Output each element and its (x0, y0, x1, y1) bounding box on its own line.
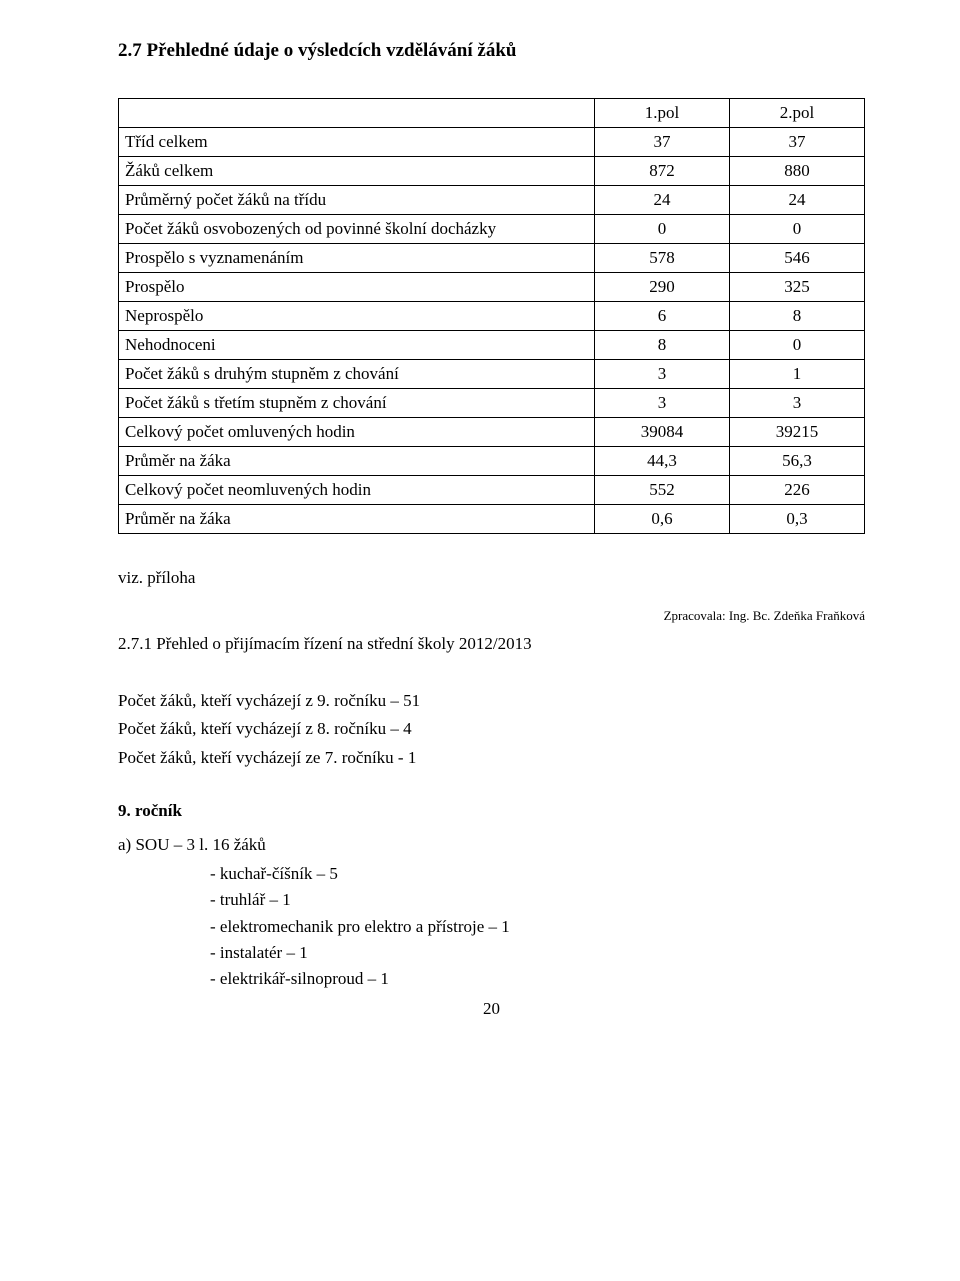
table-row-label: Průměr na žáka (119, 505, 595, 534)
table-row-label: Prospělo s vyznamenáním (119, 244, 595, 273)
table-row-label: Celkový počet omluvených hodin (119, 418, 595, 447)
table-cell: 0 (730, 215, 865, 244)
author-credit: Zpracovala: Ing. Bc. Zdeňka Fraňková (118, 608, 865, 624)
table-row-label: Průměr na žáka (119, 447, 595, 476)
table-row-label: Žáků celkem (119, 157, 595, 186)
table-header-blank (119, 99, 595, 128)
list-item: - elektromechanik pro elektro a přístroj… (210, 914, 865, 940)
table-row-label: Počet žáků s třetím stupněm z chování (119, 389, 595, 418)
table-row-label: Průměrný počet žáků na třídu (119, 186, 595, 215)
table-col-header: 2.pol (730, 99, 865, 128)
table-cell: 56,3 (730, 447, 865, 476)
table-cell: 24 (595, 186, 730, 215)
count-line: Počet žáků, kteří vycházejí ze 7. ročník… (118, 745, 865, 771)
grade-heading: 9. ročník (118, 801, 865, 821)
table-col-header: 1.pol (595, 99, 730, 128)
table-cell: 872 (595, 157, 730, 186)
table-cell: 546 (730, 244, 865, 273)
table-cell: 8 (730, 302, 865, 331)
count-line: Počet žáků, kteří vycházejí z 9. ročníku… (118, 688, 865, 714)
table-cell: 39215 (730, 418, 865, 447)
table-cell: 39084 (595, 418, 730, 447)
table-cell: 0,6 (595, 505, 730, 534)
list-item: - kuchař-číšník – 5 (210, 861, 865, 887)
appendix-reference: viz. příloha (118, 568, 865, 588)
subsection-heading: 2.7.1 Přehled o přijímacím řízení na stř… (118, 634, 865, 654)
table-row-label: Celkový počet neomluvených hodin (119, 476, 595, 505)
table-row-label: Počet žáků s druhým stupněm z chování (119, 360, 595, 389)
table-cell: 37 (595, 128, 730, 157)
table-row-label: Nehodnoceni (119, 331, 595, 360)
table-row-label: Prospělo (119, 273, 595, 302)
table-cell: 6 (595, 302, 730, 331)
list-item: - elektrikář-silnoproud – 1 (210, 966, 865, 992)
table-cell: 8 (595, 331, 730, 360)
table-cell: 578 (595, 244, 730, 273)
table-cell: 226 (730, 476, 865, 505)
table-cell: 0 (730, 331, 865, 360)
sub-list: - kuchař-číšník – 5 - truhlář – 1 - elek… (210, 861, 865, 993)
table-row-label: Tříd celkem (119, 128, 595, 157)
table-cell: 24 (730, 186, 865, 215)
table-cell: 290 (595, 273, 730, 302)
table-cell: 3 (595, 389, 730, 418)
table-cell: 0 (595, 215, 730, 244)
table-cell: 325 (730, 273, 865, 302)
table-cell: 3 (730, 389, 865, 418)
list-item-a: a) SOU – 3 l. 16 žáků (118, 835, 865, 855)
table-row-label: Počet žáků osvobozených od povinné školn… (119, 215, 595, 244)
table-cell: 0,3 (730, 505, 865, 534)
table-cell: 552 (595, 476, 730, 505)
section-heading: 2.7 Přehledné údaje o výsledcích vzděláv… (118, 40, 865, 62)
table-cell: 1 (730, 360, 865, 389)
table-cell: 44,3 (595, 447, 730, 476)
list-item: - instalatér – 1 (210, 940, 865, 966)
count-line: Počet žáků, kteří vycházejí z 8. ročníku… (118, 716, 865, 742)
list-item: - truhlář – 1 (210, 887, 865, 913)
results-table: 1.pol 2.pol Tříd celkem3737 Žáků celkem8… (118, 98, 865, 534)
table-row-label: Neprospělo (119, 302, 595, 331)
table-cell: 3 (595, 360, 730, 389)
page-number: 20 (118, 999, 865, 1019)
table-cell: 37 (730, 128, 865, 157)
table-cell: 880 (730, 157, 865, 186)
